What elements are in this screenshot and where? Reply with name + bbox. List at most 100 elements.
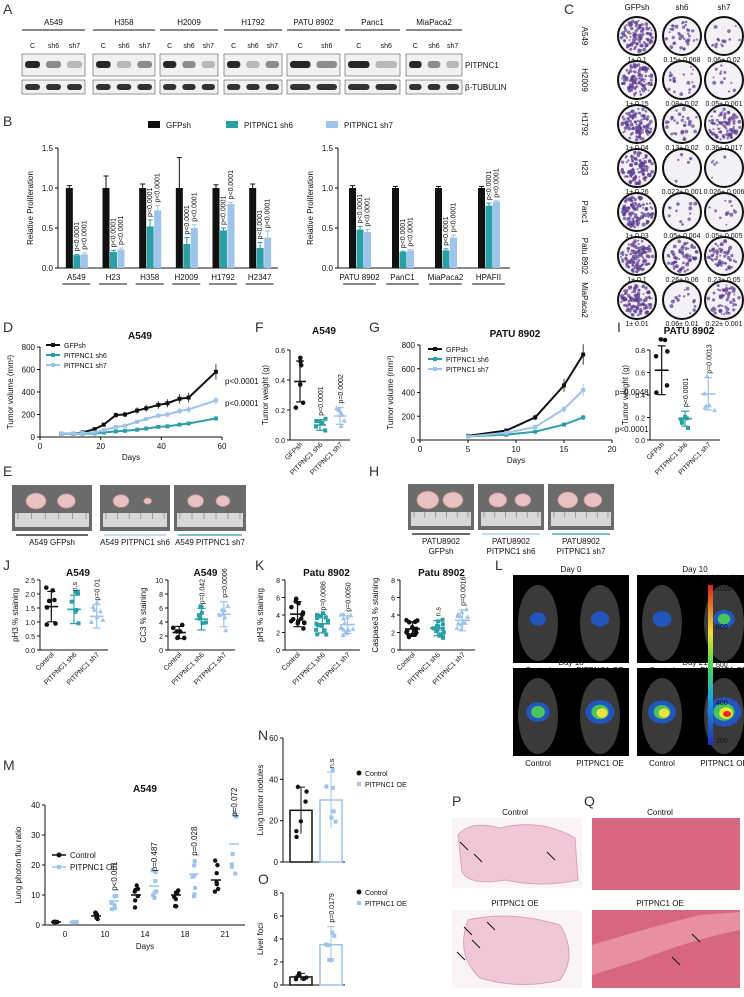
colony-dot [682, 48, 686, 51]
colony-dot [681, 107, 686, 111]
colony-dot [621, 170, 626, 175]
legend-label: PITPNC1 sh6 [244, 121, 293, 130]
colony-dot [641, 206, 645, 209]
colony-plate [662, 60, 702, 100]
colony-dot [640, 211, 643, 214]
colony-dot [691, 124, 695, 128]
colony-dot [633, 216, 637, 219]
colony-plate [662, 104, 702, 144]
colony-dot [630, 173, 634, 177]
row-label-pitpnc1: PITPNC1 [465, 61, 499, 70]
photo-label: A549 PITPNC1 sh6 [100, 538, 170, 547]
colony-dot [670, 27, 673, 30]
colony-dot [711, 298, 716, 302]
colony-dot [729, 300, 733, 305]
colony-dot [639, 121, 643, 126]
colony-dot [648, 306, 652, 310]
data-point [132, 898, 138, 903]
tumor-arrow [459, 841, 469, 851]
legend-marker [356, 889, 362, 895]
signal-blue [529, 612, 547, 626]
colony-dot [645, 117, 649, 121]
bar [175, 188, 183, 268]
colony-dot [637, 288, 641, 292]
y-tick-label: 10 [31, 891, 40, 900]
data-point [462, 620, 468, 626]
tumor [514, 493, 532, 507]
colony-dot [638, 66, 643, 70]
colony-dot [643, 213, 648, 218]
data-point [213, 858, 218, 863]
colony-dot [649, 213, 653, 217]
colony-dot [638, 158, 642, 162]
colony-dot [680, 130, 685, 135]
colony-dot [674, 132, 678, 136]
colony-dot [627, 243, 630, 246]
x-tick-label: 10 [101, 930, 110, 939]
colony-dot [714, 45, 718, 49]
colony-dot [686, 268, 689, 271]
colony-dot [645, 219, 649, 223]
colony-dot [638, 90, 642, 93]
y-tick-label: 4 [276, 613, 280, 620]
colony-dot [712, 109, 716, 113]
colony-dot [628, 170, 630, 173]
colony-dot [688, 254, 692, 258]
colony-dot [647, 122, 651, 126]
data-point [225, 603, 231, 608]
colony-dot [728, 245, 733, 250]
colony-dot [728, 287, 731, 290]
y-axis-label: Lung tumor nodules [256, 765, 265, 836]
colony-dot [678, 267, 683, 272]
data-point [43, 585, 49, 590]
colony-dot [738, 125, 742, 129]
colony-dot [638, 135, 642, 139]
p-value-label: p<0.0001 [221, 196, 228, 225]
data-point [294, 828, 299, 834]
colony-dot [681, 252, 685, 256]
colony-dot [718, 289, 722, 292]
colony-dot [622, 117, 626, 121]
band-pitpnc1 [227, 61, 241, 68]
bar [146, 226, 154, 268]
chart-title: A549 [128, 331, 152, 342]
colony-dot [732, 308, 736, 312]
colony-dot [638, 112, 642, 115]
colony-dot [649, 303, 652, 306]
data-point [223, 627, 229, 633]
y-tick-label: 200 [22, 411, 36, 420]
legend-label: Control [70, 851, 96, 860]
bar [256, 248, 264, 268]
colony-dot [647, 249, 651, 253]
colony-dot [650, 35, 654, 40]
y-tick-label: 0 [36, 921, 41, 930]
colony-dot [646, 115, 650, 119]
data-point [440, 617, 445, 622]
colony-dot [719, 130, 723, 134]
data-point [52, 597, 57, 603]
colony-dot [644, 207, 649, 212]
colony-dot [691, 29, 695, 33]
panel-letters: A B C D E F G H I J K L M N O P Q [3, 1, 621, 887]
colony-dot [633, 32, 637, 36]
colony-dot [621, 115, 625, 119]
band-pitpnc1 [265, 61, 279, 68]
colony-dot [670, 118, 673, 121]
colony-dot [648, 32, 652, 36]
lane-label: sh6 [48, 43, 59, 50]
lung-tissue [463, 915, 570, 985]
data-point [212, 889, 218, 894]
data-point [457, 613, 463, 619]
x-axis-label: Days [122, 453, 140, 462]
colony-dot [632, 113, 637, 118]
colony-dot [628, 136, 632, 140]
colony-dot [630, 197, 633, 200]
band-pitpnc1 [137, 61, 152, 68]
colony-dot [626, 246, 630, 251]
colony-dot [631, 254, 635, 259]
legend-marker [57, 865, 61, 869]
data-point [706, 402, 712, 408]
colony-dot [694, 250, 698, 253]
